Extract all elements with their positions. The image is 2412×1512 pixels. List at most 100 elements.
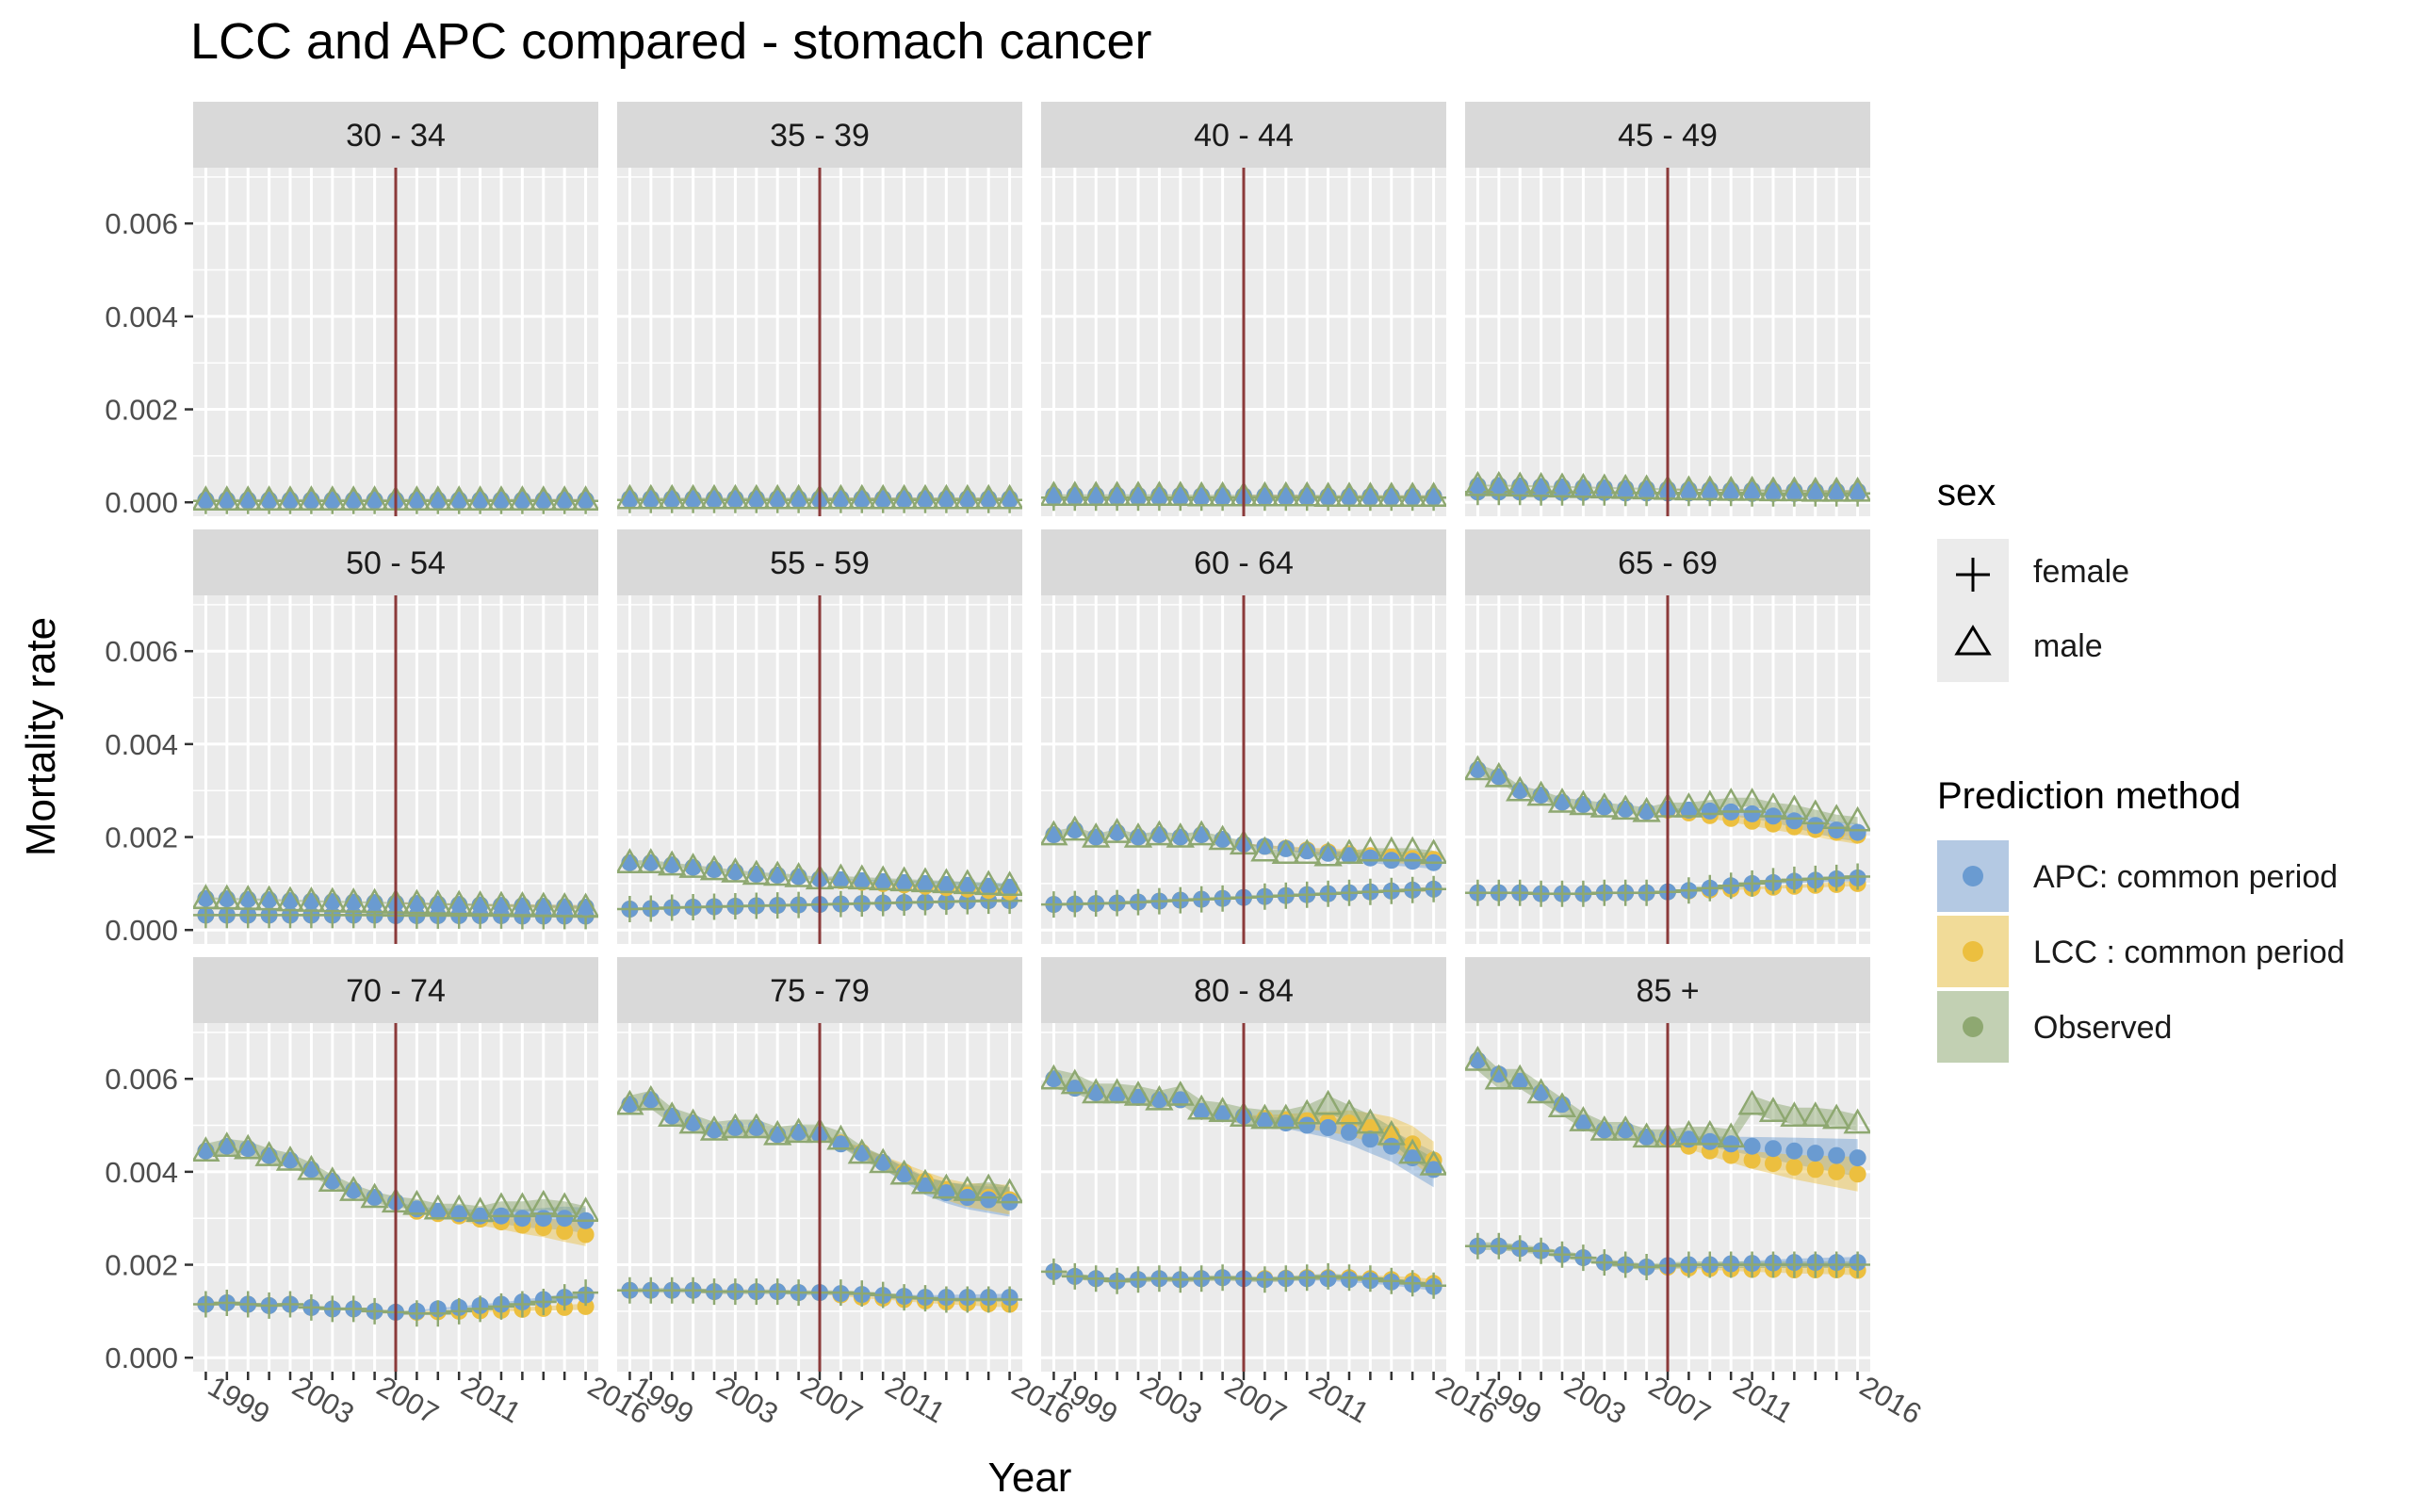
point-observed-male (1526, 471, 1556, 497)
point-observed-male (445, 1194, 474, 1220)
point-observed-male (1082, 480, 1111, 507)
point-observed-male (1758, 791, 1788, 818)
point-observed-male (953, 869, 982, 895)
point-observed-male (508, 485, 537, 511)
point-observed-male (1208, 824, 1237, 851)
point-apc-male (1341, 847, 1358, 865)
point-observed-female (1357, 1265, 1384, 1293)
x-tick-label: 2011 (1728, 1370, 1799, 1430)
point-observed-male (318, 886, 347, 913)
point-observed-male (658, 1101, 687, 1127)
point-observed-male (1102, 1078, 1132, 1104)
point-observed-female (1041, 1258, 1067, 1285)
point-observed-male (1780, 1101, 1809, 1127)
x-tick-label: 2003 (1559, 1370, 1632, 1431)
facet-strip-label: 40 - 44 (1194, 118, 1294, 154)
point-observed-male (254, 885, 284, 911)
facet-panel: 55 - 59 (617, 529, 1022, 944)
legend-method-title: Prediction method (1937, 775, 2241, 817)
facet-panel: 65 - 69 (1465, 529, 1870, 944)
facet-panel: 85 +1999 2003 2007 2011 2016 (1465, 957, 1927, 1431)
point-observed-male (1674, 1119, 1703, 1146)
point-observed-male (1484, 761, 1513, 788)
point-observed-male (1611, 1114, 1640, 1141)
point-observed-male (1822, 804, 1851, 830)
facet-strip-label: 80 - 84 (1194, 973, 1294, 1009)
point-observed-male (193, 1136, 220, 1162)
point-observed-male (1145, 480, 1174, 507)
point-observed-male (721, 1113, 750, 1139)
y-tick-label: 0.006 (105, 207, 178, 240)
point-observed-male (1801, 799, 1830, 825)
point-observed-male (1843, 805, 1870, 832)
point-observed-male (763, 860, 792, 886)
point-observed-male (1674, 475, 1703, 501)
point-observed-male (932, 868, 961, 894)
point-observed-male (1271, 480, 1300, 507)
point-observed-male (1737, 1089, 1767, 1115)
point-apc-male (1361, 849, 1379, 867)
point-observed-male (1758, 1097, 1788, 1122)
point-observed-male (1398, 481, 1427, 508)
facet-strip-label: 35 - 39 (770, 118, 870, 154)
legend-prediction-method: Prediction method APC: common period LCC… (1937, 775, 2345, 1063)
point-apc-male (1341, 1123, 1358, 1141)
point-observed-female (870, 1281, 897, 1309)
point-observed-male (699, 854, 729, 881)
point-observed-male (617, 1089, 644, 1115)
point-observed-male (636, 483, 665, 510)
point-observed-male (529, 485, 558, 511)
point-observed-male (721, 483, 750, 510)
point-observed-female (255, 1292, 283, 1319)
point-observed-male (193, 485, 220, 511)
point-observed-female (848, 1280, 875, 1308)
facet-panels: 30 - 34 0.000 0.002 0.004 0.006 35 - 39 40 - 4… (105, 102, 1927, 1431)
point-observed-male (889, 1159, 919, 1185)
point-observed-male (360, 1182, 389, 1209)
point-observed-male (1334, 481, 1364, 508)
facet-strip-label: 60 - 64 (1194, 545, 1294, 581)
facet-strip-label: 50 - 54 (346, 545, 446, 581)
point-observed-male (486, 485, 516, 511)
point-observed-male (571, 1196, 598, 1223)
point-observed-male (1082, 821, 1111, 848)
y-tick-label: 0.002 (105, 1249, 178, 1282)
point-observed-male (932, 1173, 961, 1199)
point-observed-female (530, 1289, 557, 1315)
point-observed-male (1334, 838, 1364, 865)
point-observed-male (339, 1176, 368, 1201)
facet-panel: 45 - 49 (1465, 102, 1870, 516)
point-observed-male (193, 884, 220, 909)
point-observed-male (1822, 476, 1851, 502)
point-observed-male (1780, 476, 1809, 502)
point-observed-male (571, 485, 598, 511)
ribbon-observed-female (1477, 1242, 1858, 1271)
point-observed-male (847, 1138, 876, 1164)
facet-strip-label: 30 - 34 (346, 118, 446, 154)
point-observed-male (1293, 1098, 1322, 1125)
point-observed-male (465, 890, 495, 916)
point-observed-male (275, 1145, 305, 1171)
point-observed-male (636, 1084, 665, 1111)
point-observed-female (912, 1285, 938, 1312)
point-lcc-male (1743, 1151, 1761, 1169)
point-observed-female (1420, 875, 1446, 902)
point-observed-male (1377, 481, 1406, 508)
y-tick-label: 0.002 (105, 821, 178, 854)
point-observed-male (974, 870, 1003, 896)
point-observed-male (423, 485, 452, 511)
facet-strip (1041, 957, 1446, 1023)
point-apc-male (1130, 1088, 1147, 1106)
point-observed-male (1465, 470, 1492, 496)
point-lcc-male (1828, 1162, 1846, 1180)
x-tick-label: 2003 (1135, 1370, 1208, 1431)
facet-strip (193, 957, 598, 1023)
point-apc-male (1849, 823, 1866, 841)
point-apc-male (1511, 1072, 1529, 1090)
point-observed-male (1569, 472, 1598, 498)
facet-strip-label: 55 - 59 (770, 545, 870, 581)
point-lcc-male (1722, 1146, 1740, 1164)
point-observed-male (1632, 1122, 1661, 1148)
point-observed-female (1507, 1235, 1534, 1262)
point-apc-male (1849, 1149, 1866, 1167)
